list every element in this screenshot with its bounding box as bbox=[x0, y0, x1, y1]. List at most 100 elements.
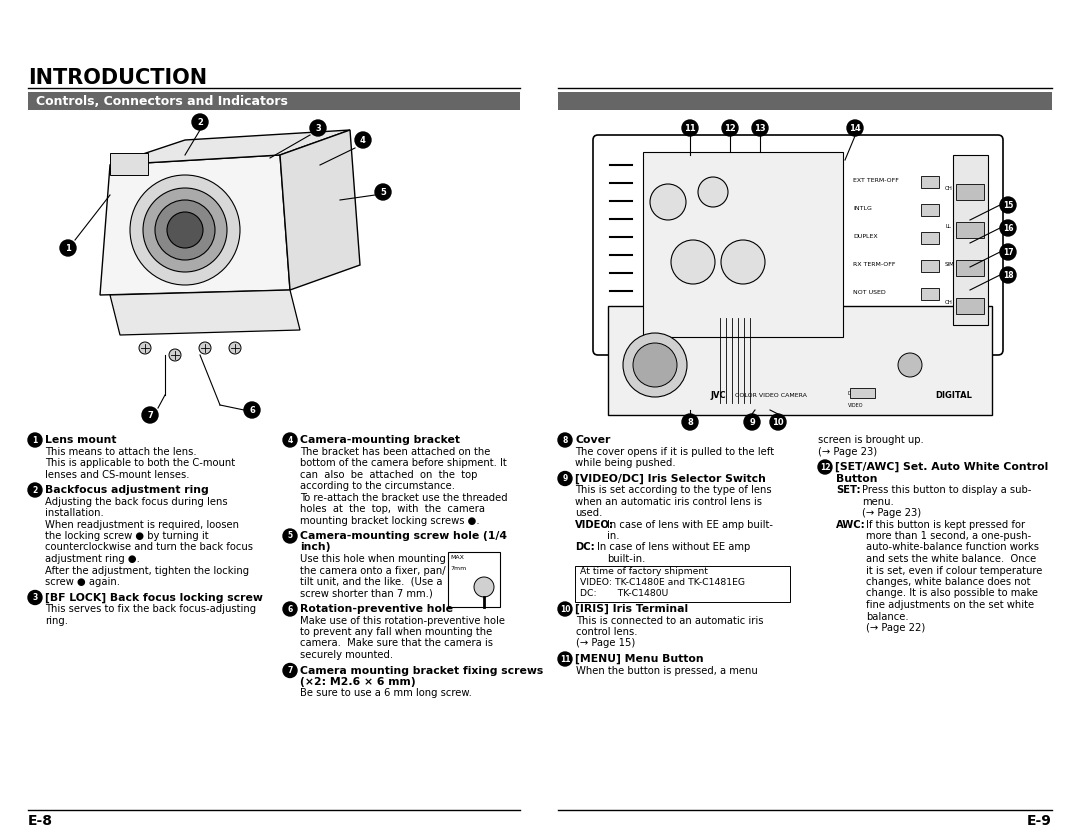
Text: DC: DC bbox=[848, 390, 855, 395]
Text: change. It is also possible to make: change. It is also possible to make bbox=[866, 589, 1038, 599]
Text: This is applicable to both the C-mount: This is applicable to both the C-mount bbox=[45, 458, 235, 468]
Text: CAMERA: CAMERA bbox=[758, 178, 784, 183]
FancyBboxPatch shape bbox=[921, 260, 939, 272]
Text: When the button is pressed, a menu: When the button is pressed, a menu bbox=[576, 666, 758, 676]
Circle shape bbox=[192, 114, 208, 130]
Text: 9: 9 bbox=[750, 418, 755, 426]
Text: VIDEO: VIDEO bbox=[848, 403, 864, 408]
Text: (→ Page 23): (→ Page 23) bbox=[862, 508, 921, 518]
Text: DIGITAL: DIGITAL bbox=[935, 390, 972, 399]
Text: control lens.: control lens. bbox=[576, 627, 637, 637]
Text: 8: 8 bbox=[687, 418, 693, 426]
Text: Camera-mounting screw hole (1/4: Camera-mounting screw hole (1/4 bbox=[300, 531, 507, 541]
Text: At time of factory shipment: At time of factory shipment bbox=[580, 567, 707, 576]
Circle shape bbox=[229, 342, 241, 354]
Text: can  also  be  attached  on  the  top: can also be attached on the top bbox=[300, 470, 477, 480]
Circle shape bbox=[139, 342, 151, 354]
Text: VIDEO:: VIDEO: bbox=[575, 520, 615, 530]
Polygon shape bbox=[280, 130, 360, 290]
Text: DC:       TK-C1480U: DC: TK-C1480U bbox=[580, 589, 669, 597]
FancyBboxPatch shape bbox=[850, 388, 875, 398]
Circle shape bbox=[847, 120, 863, 136]
Text: the camera onto a fixer, pan/: the camera onto a fixer, pan/ bbox=[300, 565, 446, 575]
FancyBboxPatch shape bbox=[921, 204, 939, 216]
Text: 1: 1 bbox=[32, 435, 38, 445]
Text: This serves to fix the back focus-adjusting: This serves to fix the back focus-adjust… bbox=[45, 604, 256, 614]
Text: SET UP: SET UP bbox=[758, 189, 780, 194]
Text: SET:: SET: bbox=[836, 485, 861, 495]
FancyBboxPatch shape bbox=[921, 288, 939, 300]
Text: (→ Page 15): (→ Page 15) bbox=[576, 639, 635, 649]
Circle shape bbox=[283, 602, 297, 616]
FancyBboxPatch shape bbox=[448, 552, 500, 607]
Text: [SET/AWC] Set. Auto White Control: [SET/AWC] Set. Auto White Control bbox=[835, 462, 1049, 472]
Circle shape bbox=[752, 120, 768, 136]
Text: 17: 17 bbox=[1002, 248, 1013, 257]
FancyBboxPatch shape bbox=[921, 176, 939, 188]
Circle shape bbox=[558, 471, 572, 485]
Text: (×2: M2.6 × 6 mm): (×2: M2.6 × 6 mm) bbox=[300, 677, 416, 687]
Text: In case of lens without EE amp: In case of lens without EE amp bbox=[597, 542, 751, 552]
Circle shape bbox=[60, 240, 76, 256]
Circle shape bbox=[310, 120, 326, 136]
Text: 6: 6 bbox=[287, 605, 293, 614]
Text: 2: 2 bbox=[197, 118, 203, 127]
Circle shape bbox=[633, 343, 677, 387]
Text: 12: 12 bbox=[820, 463, 831, 471]
Text: To re-attach the bracket use the threaded: To re-attach the bracket use the threade… bbox=[300, 493, 508, 503]
Text: 3: 3 bbox=[315, 123, 321, 133]
Text: 13: 13 bbox=[754, 123, 766, 133]
Text: Use this hole when mounting: Use this hole when mounting bbox=[300, 554, 446, 564]
Text: 5: 5 bbox=[380, 188, 386, 197]
FancyBboxPatch shape bbox=[558, 92, 1052, 110]
Text: Adjusting the back focus during lens: Adjusting the back focus during lens bbox=[45, 496, 228, 506]
Text: [IRIS] Iris Terminal: [IRIS] Iris Terminal bbox=[575, 604, 688, 615]
Text: SIMPLEX: SIMPLEX bbox=[945, 262, 968, 267]
Text: 15: 15 bbox=[1003, 200, 1013, 209]
FancyBboxPatch shape bbox=[28, 92, 519, 110]
Text: 7mm: 7mm bbox=[450, 566, 467, 571]
Text: when an automatic iris control lens is: when an automatic iris control lens is bbox=[575, 496, 762, 506]
Circle shape bbox=[721, 240, 765, 284]
Circle shape bbox=[244, 402, 260, 418]
Text: 8: 8 bbox=[563, 435, 568, 445]
Circle shape bbox=[375, 184, 391, 200]
FancyBboxPatch shape bbox=[593, 135, 1003, 355]
Text: the locking screw ● by turning it: the locking screw ● by turning it bbox=[45, 531, 208, 541]
Text: 10: 10 bbox=[559, 605, 570, 614]
Circle shape bbox=[283, 529, 297, 543]
Text: 1: 1 bbox=[65, 244, 71, 253]
Text: This means to attach the lens.: This means to attach the lens. bbox=[45, 446, 197, 456]
Text: ring.: ring. bbox=[45, 615, 68, 626]
Text: Be sure to use a 6 mm long screw.: Be sure to use a 6 mm long screw. bbox=[300, 689, 472, 699]
Text: 7: 7 bbox=[287, 666, 293, 675]
Text: installation.: installation. bbox=[45, 508, 104, 518]
Text: 7: 7 bbox=[147, 410, 153, 420]
Text: Cover: Cover bbox=[575, 435, 610, 445]
Text: MAX: MAX bbox=[450, 555, 464, 560]
Text: mounting bracket locking screws ●.: mounting bracket locking screws ●. bbox=[300, 515, 480, 525]
Text: Controls, Connectors and Indicators: Controls, Connectors and Indicators bbox=[36, 94, 288, 108]
Text: Camera-mounting bracket: Camera-mounting bracket bbox=[300, 435, 460, 445]
Text: Lens mount: Lens mount bbox=[45, 435, 117, 445]
Circle shape bbox=[199, 342, 211, 354]
Text: INTLG: INTLG bbox=[853, 205, 872, 210]
FancyBboxPatch shape bbox=[643, 152, 843, 337]
Circle shape bbox=[143, 188, 227, 272]
Text: fine adjustments on the set white: fine adjustments on the set white bbox=[866, 600, 1035, 610]
Text: (→ Page 22): (→ Page 22) bbox=[866, 623, 926, 633]
Circle shape bbox=[681, 414, 698, 430]
Text: EXT TERM-OFF: EXT TERM-OFF bbox=[853, 178, 899, 183]
Text: Make use of this rotation-preventive hole: Make use of this rotation-preventive hol… bbox=[300, 615, 505, 626]
Text: JVC: JVC bbox=[710, 390, 726, 399]
Text: used.: used. bbox=[575, 508, 603, 518]
Text: 11: 11 bbox=[559, 655, 570, 664]
Text: adjustment ring ●.: adjustment ring ●. bbox=[45, 554, 140, 564]
Text: built-in.: built-in. bbox=[607, 554, 646, 564]
Text: 16: 16 bbox=[1002, 224, 1013, 233]
Text: COLOR VIDEO CAMERA: COLOR VIDEO CAMERA bbox=[735, 393, 807, 398]
Text: counterclockwise and turn the back focus: counterclockwise and turn the back focus bbox=[45, 542, 253, 552]
Circle shape bbox=[744, 414, 760, 430]
Text: The bracket has been attached on the: The bracket has been attached on the bbox=[300, 446, 490, 456]
Text: 10: 10 bbox=[772, 418, 784, 426]
